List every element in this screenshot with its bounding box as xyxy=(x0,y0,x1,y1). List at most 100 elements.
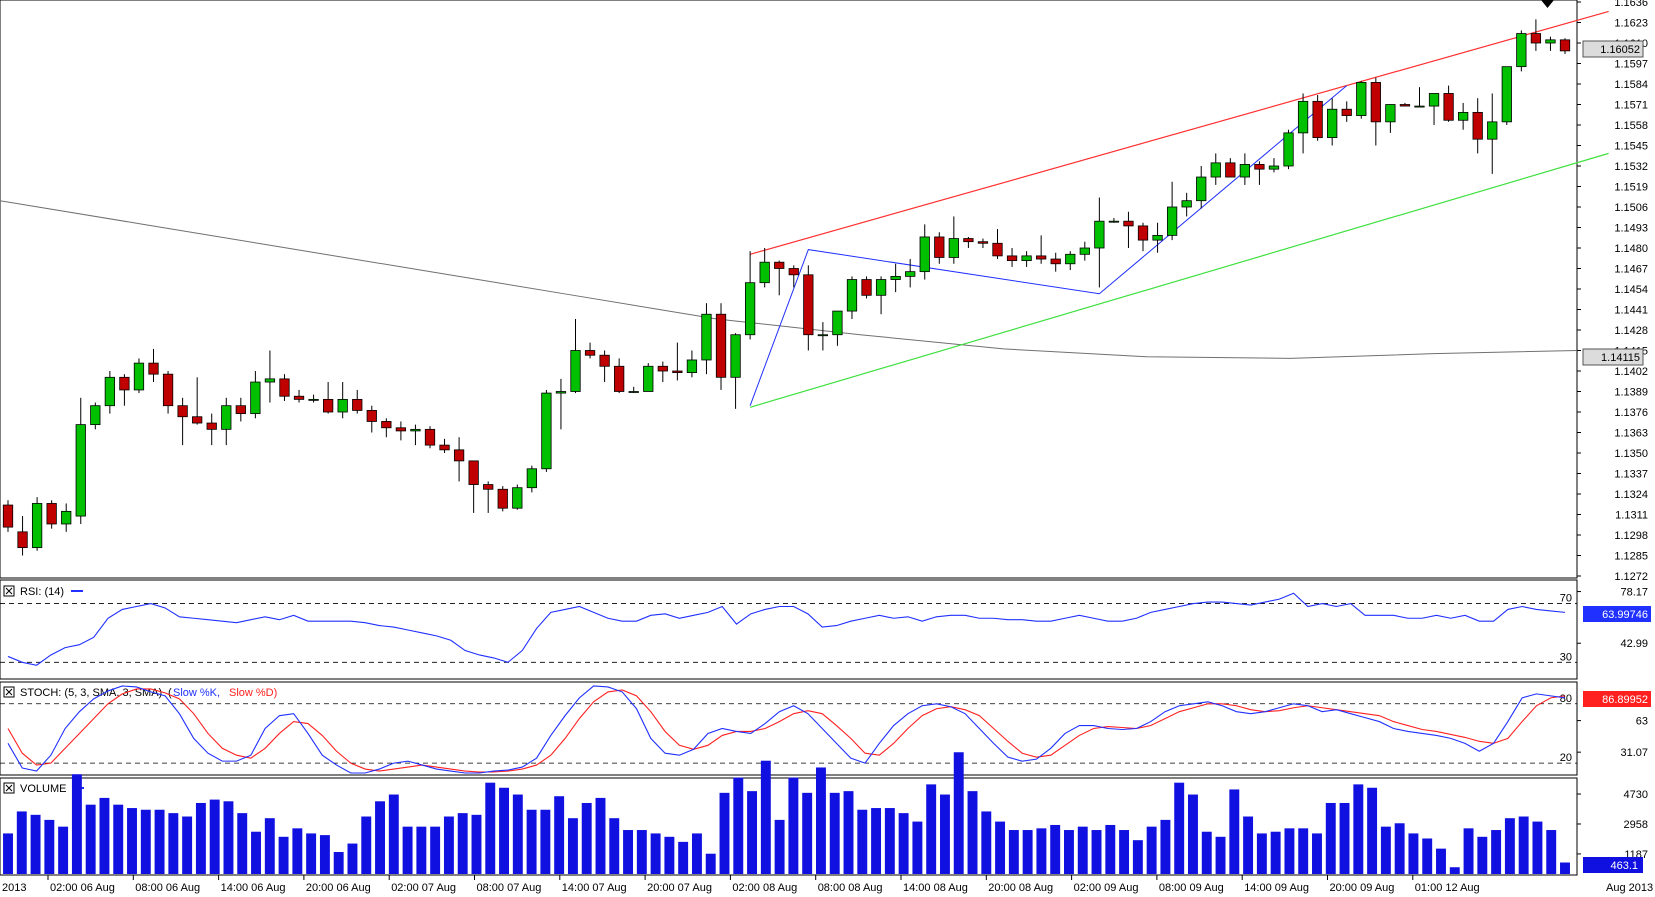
candle xyxy=(817,322,829,351)
candle xyxy=(1472,98,1483,154)
time-label: 02:00 09 Aug xyxy=(1074,882,1139,894)
volume-bar xyxy=(1463,828,1474,874)
volume-bar xyxy=(195,802,206,874)
candle xyxy=(1487,93,1498,174)
stoch-open-paren: ( xyxy=(168,687,172,699)
candle-body xyxy=(90,405,101,426)
candle xyxy=(352,389,363,414)
candle xyxy=(526,465,537,493)
candle xyxy=(1210,153,1221,185)
rsi-level-label: 70 xyxy=(1560,593,1572,605)
candle-body xyxy=(439,444,450,451)
volume-bar xyxy=(1394,823,1405,874)
candle-body xyxy=(1137,225,1149,241)
candle xyxy=(1341,101,1352,122)
candle-body xyxy=(235,405,246,414)
volume-bar xyxy=(113,804,124,874)
volume-bar xyxy=(1008,830,1019,874)
candle xyxy=(468,460,479,513)
candle xyxy=(934,232,945,264)
candle-body xyxy=(133,362,145,391)
candle-body xyxy=(483,484,494,490)
last-price-label: 1.16052 xyxy=(1600,44,1640,56)
candle-body xyxy=(366,410,377,422)
volume-legend: VOLUME xyxy=(3,782,84,795)
stoch-tick-label: 63 xyxy=(1636,716,1648,728)
candle-body xyxy=(148,362,159,375)
volume-bar xyxy=(512,794,523,874)
candle-body xyxy=(686,359,698,373)
rsi-legend: RSI: (14) xyxy=(3,585,83,598)
candle xyxy=(861,276,872,299)
candle-body xyxy=(803,274,814,336)
candle xyxy=(119,374,130,406)
volume-bar xyxy=(99,797,110,874)
volume-bar xyxy=(1298,828,1309,874)
candle-body xyxy=(1006,255,1018,262)
candle xyxy=(730,333,741,409)
candle-body xyxy=(570,350,581,392)
price-tick-label: 1.1376 xyxy=(1614,407,1648,419)
rsi-title: RSI: (14) xyxy=(20,586,64,598)
volume-bar xyxy=(278,836,289,874)
candle xyxy=(206,413,217,446)
candle xyxy=(1356,80,1367,119)
volume-bar xyxy=(554,796,565,874)
volume-toggle-icon xyxy=(5,784,13,792)
volume-bar xyxy=(981,811,992,874)
candle-body xyxy=(672,370,683,373)
volume-bar xyxy=(1146,826,1157,874)
volume-bar xyxy=(457,813,468,874)
candle-body xyxy=(1559,39,1571,52)
candle-body xyxy=(1530,33,1542,44)
rsi-panel: RSI: (14) 70 30 78.17 42.99 63.99746 xyxy=(0,579,1651,680)
candle-body xyxy=(1501,66,1512,123)
volume-bar xyxy=(154,809,165,874)
last-price-marker: 1.16052 xyxy=(1582,40,1644,58)
volume-bar xyxy=(471,814,482,874)
candle xyxy=(1239,153,1250,185)
candle xyxy=(1108,218,1120,223)
volume-bar xyxy=(292,828,303,874)
candle xyxy=(744,251,756,340)
volume-bar xyxy=(71,774,82,874)
candle-body xyxy=(1370,82,1381,123)
candle-body xyxy=(512,487,523,509)
volume-bar xyxy=(1174,782,1185,874)
candle xyxy=(686,350,698,378)
price-tick-label: 1.1363 xyxy=(1614,428,1648,440)
volume-bar xyxy=(1436,848,1446,874)
volume-bar xyxy=(1215,836,1226,874)
candle xyxy=(1225,158,1236,178)
candle xyxy=(512,484,523,510)
volume-bar xyxy=(733,777,744,874)
price-tick-label: 1.1298 xyxy=(1614,530,1648,542)
candle xyxy=(774,260,785,296)
volume-bar xyxy=(237,813,248,874)
scroll-arrow-icon[interactable] xyxy=(1541,0,1554,8)
volume-bar xyxy=(3,833,13,874)
rsi-toggle-icon xyxy=(5,587,13,595)
candle-body xyxy=(992,242,1003,257)
volume-bar xyxy=(953,752,964,874)
candle-body xyxy=(1458,111,1469,121)
volume-bar xyxy=(567,818,578,874)
candle xyxy=(1268,158,1280,173)
volume-bar xyxy=(857,809,868,874)
candle xyxy=(323,382,334,414)
candle-body xyxy=(1065,253,1076,265)
stoch-k-line xyxy=(7,685,1566,774)
candle-body xyxy=(1254,164,1265,170)
candle-body xyxy=(162,373,174,407)
volume-bar xyxy=(1243,816,1254,874)
candle xyxy=(1021,251,1032,267)
volume-value-label: 463.1 xyxy=(1610,860,1638,872)
candle xyxy=(31,497,43,551)
stoch-level-label: 80 xyxy=(1560,693,1572,705)
candle-body xyxy=(817,334,829,337)
candle-body xyxy=(279,378,290,397)
time-label: 02:00 06 Aug xyxy=(50,882,115,894)
price-tick-label: 1.1441 xyxy=(1614,305,1648,317)
